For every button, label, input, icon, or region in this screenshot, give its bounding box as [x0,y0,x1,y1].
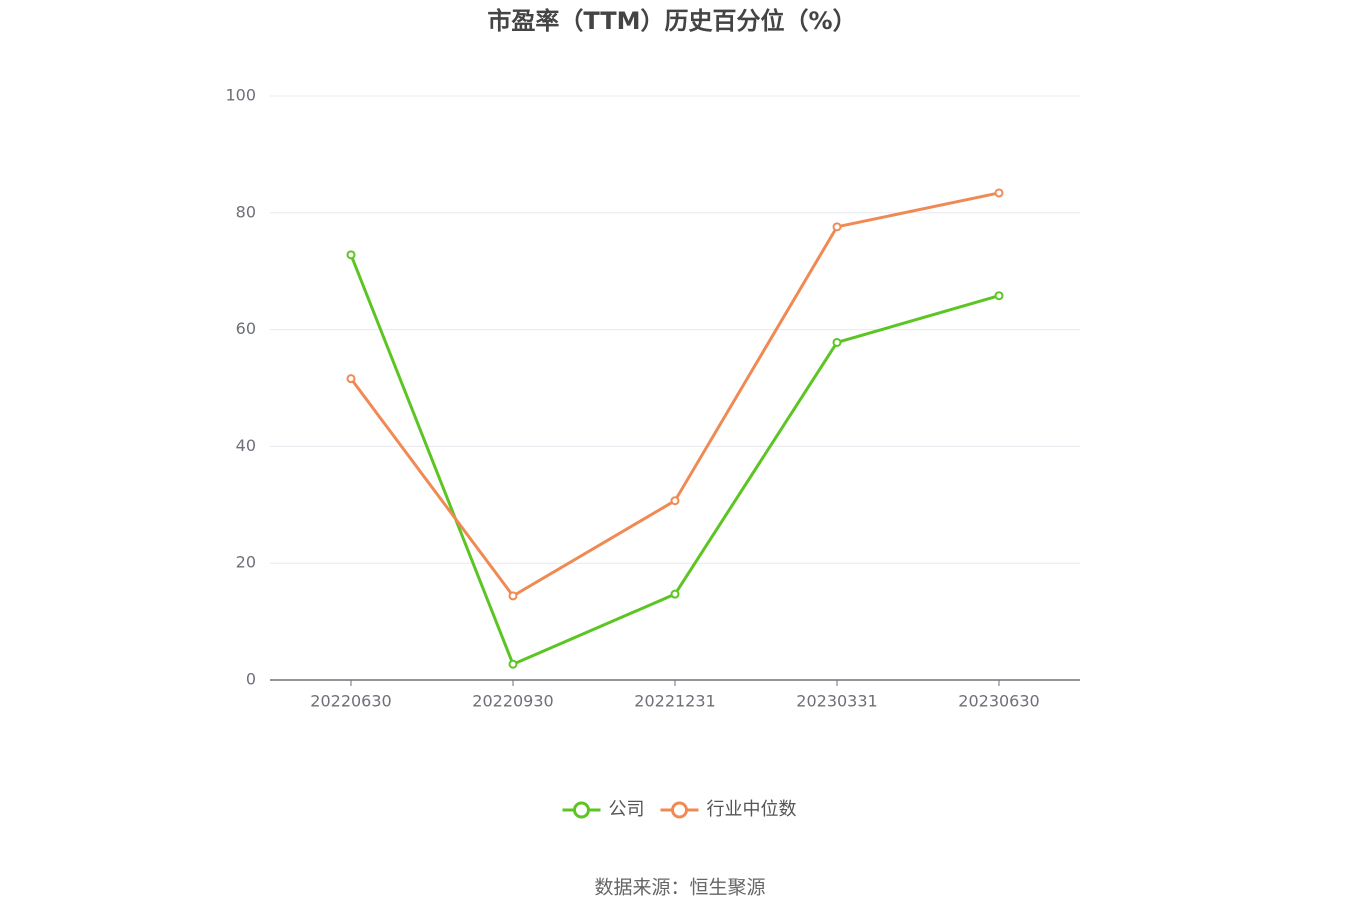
y-tick-label: 40 [236,436,256,455]
data-point [670,589,680,599]
y-tick-label: 0 [246,670,256,689]
data-point [508,591,518,601]
data-point [346,374,356,384]
data-point [508,659,518,669]
y-tick-label: 100 [225,86,256,105]
series-line [349,254,1000,667]
source-note: 数据来源：恒生聚源 [594,877,765,899]
x-tick-label: 20220930 [472,692,553,711]
y-tick-label: 20 [236,553,256,572]
chart-title: 市盈率（TTM）历史百分位（%） [487,7,856,35]
data-point [832,337,842,347]
legend-marker[interactable] [671,801,688,819]
x-tick-label: 20230630 [958,692,1039,711]
x-tick-label: 20220630 [310,692,391,711]
x-tick-label: 20221231 [634,692,715,711]
legend-label[interactable]: 公司 [609,799,645,820]
legend-label[interactable]: 行业中位数 [707,799,797,820]
data-point [832,222,842,232]
series-line [349,191,1000,598]
data-point [346,250,356,260]
legend-marker[interactable] [573,801,590,819]
data-point [994,188,1004,198]
data-point [670,496,680,506]
y-tick-label: 60 [236,319,256,338]
x-tick-label: 20230331 [796,692,877,711]
data-point [994,291,1004,301]
y-tick-label: 80 [236,202,256,221]
